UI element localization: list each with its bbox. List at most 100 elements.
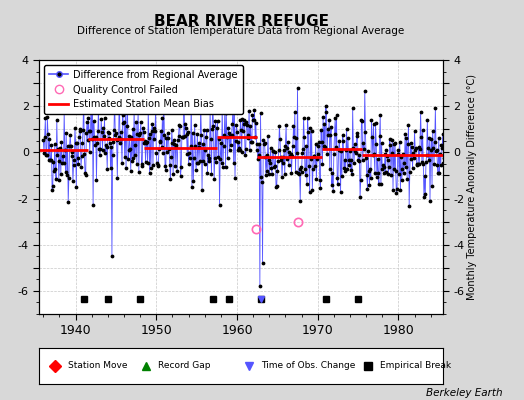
Point — [69, 162, 78, 168]
Point — [432, 148, 440, 154]
Point — [95, 146, 103, 152]
Point — [191, 143, 200, 150]
Point — [92, 134, 100, 140]
Point — [346, 167, 355, 174]
Point — [85, 128, 93, 134]
Point — [423, 117, 431, 124]
Point — [243, 122, 252, 128]
Point — [127, 134, 136, 140]
Point — [362, 154, 370, 161]
Point — [278, 174, 286, 180]
Point — [118, 112, 127, 118]
Point — [275, 147, 283, 153]
Point — [391, 140, 399, 146]
Point — [378, 166, 386, 172]
Point — [428, 183, 436, 189]
Point — [216, 156, 224, 162]
Point — [157, 127, 165, 134]
Point — [335, 138, 343, 144]
Point — [213, 125, 221, 131]
Point — [279, 154, 287, 160]
Point — [429, 128, 437, 134]
Point — [318, 139, 326, 145]
Point — [408, 164, 417, 171]
Point — [165, 146, 173, 152]
Point — [416, 146, 424, 152]
Point — [232, 137, 240, 144]
Point — [79, 126, 87, 133]
Point — [397, 153, 405, 160]
Point — [400, 170, 408, 176]
Point — [206, 108, 214, 114]
Point — [76, 128, 84, 134]
Point — [190, 122, 199, 128]
Point — [63, 172, 71, 179]
Point — [377, 181, 385, 187]
Point — [311, 163, 319, 169]
Point — [223, 134, 231, 140]
Point — [394, 151, 402, 157]
Point — [69, 178, 77, 184]
Point — [142, 140, 150, 146]
Point — [385, 164, 393, 170]
Point — [241, 151, 249, 158]
Point — [244, 134, 252, 141]
Point — [225, 147, 234, 153]
Text: Station Move: Station Move — [68, 362, 127, 370]
Point — [125, 147, 133, 154]
Point — [154, 163, 162, 170]
Point — [435, 170, 444, 176]
Point — [137, 119, 145, 126]
Point — [97, 128, 106, 135]
Point — [376, 112, 385, 119]
Point — [401, 164, 410, 170]
Point — [82, 172, 90, 178]
Point — [75, 126, 84, 132]
Point — [344, 157, 353, 163]
Point — [356, 194, 364, 200]
Point — [368, 134, 376, 140]
Point — [248, 139, 256, 145]
Point — [418, 159, 426, 165]
Point — [94, 128, 102, 134]
Point — [159, 150, 167, 156]
Point — [437, 142, 445, 148]
Point — [66, 132, 74, 138]
Point — [75, 134, 83, 140]
Point — [277, 154, 286, 160]
Point — [336, 146, 344, 153]
Point — [298, 150, 307, 156]
Point — [124, 156, 132, 162]
Point — [180, 133, 189, 139]
Point — [256, 110, 265, 116]
Point — [329, 170, 337, 177]
Point — [171, 163, 179, 169]
Point — [138, 163, 146, 169]
Point — [163, 130, 172, 136]
Point — [239, 117, 248, 124]
Point — [418, 127, 427, 133]
Point — [199, 158, 208, 165]
Point — [365, 168, 373, 174]
Point — [106, 165, 115, 171]
Point — [215, 202, 224, 208]
Point — [260, 140, 268, 147]
Point — [77, 164, 85, 171]
Point — [326, 132, 335, 138]
Point — [81, 170, 89, 176]
Point — [189, 178, 198, 184]
Point — [229, 101, 237, 108]
Point — [208, 126, 216, 132]
Point — [216, 140, 225, 146]
Point — [155, 146, 163, 152]
Point — [373, 174, 381, 180]
Point — [96, 146, 105, 152]
Text: BEAR RIVER REFUGE: BEAR RIVER REFUGE — [154, 14, 329, 29]
Point — [389, 187, 397, 193]
Point — [61, 147, 69, 154]
Point — [188, 183, 196, 190]
Point — [384, 171, 392, 177]
Point — [417, 109, 425, 115]
Point — [254, 156, 262, 162]
Point — [92, 177, 101, 183]
